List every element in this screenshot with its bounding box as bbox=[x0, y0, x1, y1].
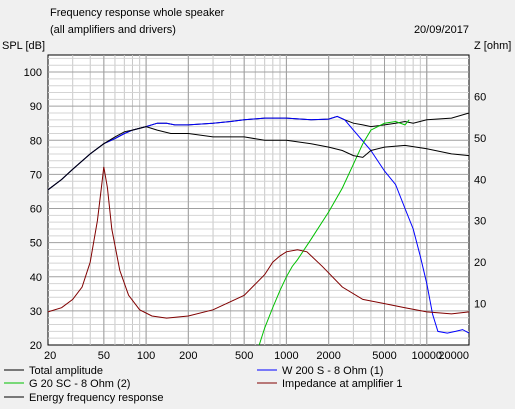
legend-label: Impedance at amplifier 1 bbox=[282, 378, 402, 390]
x-tick-label: 100 bbox=[137, 350, 155, 362]
chart-date: 20/09/2017 bbox=[414, 24, 469, 36]
y-tick-label: 40 bbox=[30, 272, 42, 284]
y-tick-label: 90 bbox=[30, 101, 42, 113]
y-tick-label: 100 bbox=[24, 67, 42, 79]
y-tick-label: 50 bbox=[30, 238, 42, 250]
x-tick-label: 500 bbox=[235, 350, 253, 362]
legend-label: W 200 S - 8 Ohm (1) bbox=[282, 365, 383, 377]
x-tick-label: 5000 bbox=[372, 350, 396, 362]
x-tick-label: 50 bbox=[98, 350, 110, 362]
y2-tick-label: 20 bbox=[474, 257, 486, 269]
y2-tick-label: 10 bbox=[474, 299, 486, 311]
y-tick-label: 20 bbox=[30, 340, 42, 352]
legend-label: G 20 SC - 8 Ohm (2) bbox=[29, 378, 130, 390]
legend-label: Total amplitude bbox=[29, 365, 103, 377]
series-group bbox=[47, 112, 470, 346]
x-tick-label: 10000 bbox=[411, 350, 442, 362]
x-tick-label: 20 bbox=[44, 350, 56, 362]
y2-axis-label: Z [ohm] bbox=[474, 40, 511, 52]
y-tick-label: 60 bbox=[30, 204, 42, 216]
x-tick-label: 200 bbox=[179, 350, 197, 362]
legend: Total amplitude W 200 S - 8 Ohm (1) G 20 S… bbox=[4, 365, 402, 404]
y-tick-label: 80 bbox=[30, 135, 42, 147]
series-line-2 bbox=[47, 115, 470, 334]
grid-lines bbox=[48, 55, 469, 345]
x-tick-label: 1000 bbox=[274, 350, 298, 362]
y-tick-label: 70 bbox=[30, 169, 42, 181]
x-tick-label: 2000 bbox=[316, 350, 340, 362]
y2-tick-label: 30 bbox=[474, 216, 486, 228]
y-axis-label: SPL [dB] bbox=[2, 40, 45, 52]
x-tick-label: 20000 bbox=[438, 350, 469, 362]
legend-label: Energy frequency response bbox=[29, 392, 164, 404]
chart-subtitle: (all amplifiers and drivers) bbox=[50, 24, 176, 36]
plot-area bbox=[47, 54, 470, 346]
series-line-5 bbox=[47, 126, 470, 191]
y2-tick-label: 60 bbox=[474, 91, 486, 103]
y2-tick-label: 40 bbox=[474, 174, 486, 186]
chart-title: Frequency response whole speaker bbox=[50, 7, 225, 19]
y-tick-label: 30 bbox=[30, 306, 42, 318]
series-line-3 bbox=[258, 119, 410, 346]
series-line-4 bbox=[47, 166, 470, 319]
y2-tick-label: 50 bbox=[474, 133, 486, 145]
